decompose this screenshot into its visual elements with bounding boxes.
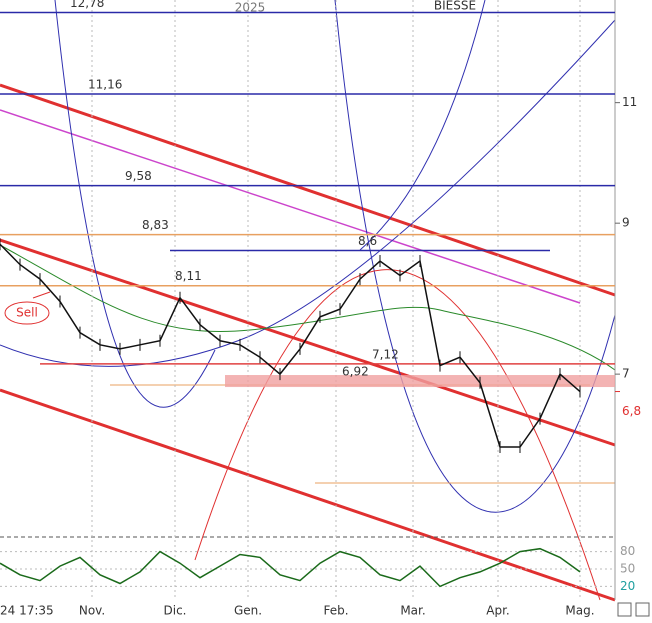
x-tick-label: Nov. bbox=[79, 604, 105, 618]
trendline bbox=[0, 83, 616, 297]
level-label: 9,58 bbox=[125, 169, 152, 183]
x-tick-label: Apr. bbox=[486, 604, 509, 618]
y-tick-label: 6,8 bbox=[622, 404, 641, 418]
y-tick-label: 9 bbox=[622, 216, 630, 230]
oscillator-line bbox=[0, 547, 581, 588]
parabola bbox=[194, 269, 601, 601]
level-label: 6,92 bbox=[342, 365, 369, 379]
level-band bbox=[225, 375, 615, 388]
zoom-button[interactable] bbox=[635, 602, 650, 617]
x-tick-label: Dic. bbox=[164, 604, 187, 618]
timestamp: 24 17:35 bbox=[0, 604, 54, 618]
parabola bbox=[0, 19, 616, 367]
x-tick-label: Gen. bbox=[234, 604, 262, 618]
moving-average bbox=[0, 244, 616, 371]
x-tick-label: Feb. bbox=[323, 604, 348, 618]
trendline bbox=[0, 388, 616, 602]
annotation: Sell bbox=[16, 306, 38, 320]
x-tick-label: Mag. bbox=[565, 604, 594, 618]
level-label: 11,16 bbox=[88, 77, 122, 91]
level-label: 8,83 bbox=[142, 218, 169, 232]
level-label: 8,11 bbox=[175, 269, 202, 283]
x-tick-label: Mar. bbox=[400, 604, 425, 618]
annotation-arrow bbox=[32, 291, 51, 299]
zoom-button[interactable] bbox=[617, 602, 632, 617]
osc-tick-label: 50 bbox=[620, 562, 635, 576]
annotation-ellipse bbox=[4, 301, 50, 325]
trendline bbox=[0, 238, 616, 447]
parabola bbox=[54, 0, 216, 408]
parabola bbox=[359, 0, 486, 251]
level-label: 8,6 bbox=[358, 234, 377, 248]
level-label: 7,12 bbox=[372, 347, 399, 361]
level-label: 12,78 bbox=[70, 0, 104, 10]
osc-tick-label: 20 bbox=[620, 579, 635, 593]
y-tick-label: 7 bbox=[622, 367, 630, 381]
chart-title: BIESSE bbox=[434, 0, 476, 13]
toolbar bbox=[617, 602, 650, 617]
y-tick-label: 11 bbox=[622, 95, 637, 109]
year-label: 2025 bbox=[235, 1, 266, 15]
osc-tick-label: 80 bbox=[620, 544, 635, 558]
price-line bbox=[0, 243, 581, 448]
trendline bbox=[0, 109, 581, 304]
parabola bbox=[334, 0, 616, 513]
